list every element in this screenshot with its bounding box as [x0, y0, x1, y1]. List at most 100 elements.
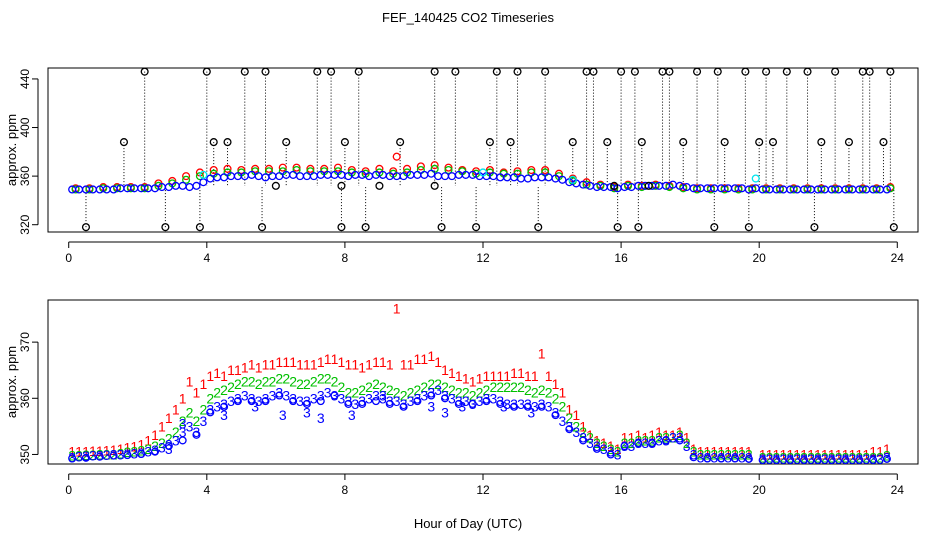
data-point-green: 2 — [738, 446, 746, 462]
data-point-blue: 3 — [279, 407, 287, 423]
data-point-green: 2 — [821, 449, 829, 465]
data-point-green: 2 — [607, 441, 615, 457]
data-point-blue — [523, 402, 532, 411]
data-point-red: 1 — [338, 354, 346, 370]
data-point-black — [354, 67, 363, 76]
data-point-blue — [827, 456, 836, 465]
data-point-green: 2 — [545, 385, 553, 401]
data-point-red: 1 — [697, 444, 705, 460]
data-point-blue — [447, 172, 456, 181]
data-point-black — [513, 67, 522, 76]
data-point-red: 1 — [75, 444, 83, 460]
data-point-blue — [869, 456, 878, 465]
data-point-red: 1 — [310, 357, 318, 373]
data-point-green: 2 — [614, 444, 622, 460]
data-point-green: 2 — [655, 430, 663, 446]
data-point-blue — [434, 172, 443, 181]
data-point-green: 2 — [372, 376, 380, 392]
data-point-black — [865, 67, 874, 76]
data-point-blue: 3 — [545, 399, 553, 415]
data-point-blue: 3 — [220, 407, 228, 423]
data-point-green: 2 — [724, 446, 732, 462]
data-point-black — [223, 138, 232, 147]
data-point-black — [817, 138, 826, 147]
data-point-red: 1 — [786, 446, 794, 462]
data-point-blue — [137, 449, 146, 458]
data-point-green — [886, 184, 895, 193]
data-point-red: 1 — [883, 441, 891, 457]
data-point-green: 2 — [179, 413, 187, 429]
top-y-axis-label: approx. ppm — [4, 114, 19, 186]
data-point-green: 2 — [586, 430, 594, 446]
data-point-green: 2 — [427, 376, 435, 392]
data-point-black — [396, 138, 405, 147]
data-point-blue: 3 — [227, 393, 235, 409]
data-point-blue — [772, 456, 781, 465]
data-point-blue: 3 — [842, 451, 850, 467]
data-point-blue: 3 — [704, 449, 712, 465]
data-point-blue: 3 — [372, 387, 380, 403]
data-point-green: 2 — [234, 376, 242, 392]
data-point-black — [327, 67, 336, 76]
x-tick-label: 12 — [476, 251, 490, 265]
data-point-green: 2 — [144, 441, 152, 457]
data-point-green: 2 — [220, 382, 228, 398]
data-point-green: 2 — [275, 371, 283, 387]
data-point-black — [119, 138, 129, 147]
data-point-green: 2 — [434, 376, 442, 392]
data-point-red: 1 — [607, 438, 615, 454]
data-point-green: 2 — [241, 373, 249, 389]
data-point-blue — [123, 450, 132, 460]
data-point-red: 1 — [165, 410, 173, 426]
data-point-red: 1 — [683, 430, 691, 446]
x-tick-label: 24 — [891, 483, 905, 497]
data-point-red: 1 — [220, 368, 228, 384]
data-point-black — [161, 223, 170, 232]
data-point-blue — [544, 173, 553, 182]
data-point-green: 2 — [441, 379, 449, 395]
data-point-red: 1 — [800, 446, 808, 462]
data-point-green: 2 — [835, 449, 843, 465]
data-point-black — [430, 67, 439, 76]
data-point-blue: 3 — [144, 444, 152, 460]
data-point-red — [237, 165, 246, 175]
data-point-green: 2 — [344, 385, 352, 401]
data-point-green: 2 — [296, 376, 304, 392]
data-point-blue: 3 — [458, 399, 466, 415]
data-point-blue — [703, 454, 712, 463]
data-point-black — [534, 223, 543, 232]
data-point-blue — [454, 399, 463, 408]
data-point-black — [889, 223, 898, 232]
data-point-blue — [316, 397, 325, 406]
data-point-blue: 3 — [441, 404, 449, 420]
data-point-red: 1 — [731, 444, 739, 460]
data-point-blue — [275, 172, 284, 181]
data-point-blue: 3 — [110, 446, 118, 462]
data-point-red: 1 — [213, 365, 221, 381]
data-point-red: 1 — [849, 446, 857, 462]
data-point-green — [610, 184, 619, 193]
data-point-blue: 3 — [738, 449, 746, 465]
data-point-blue: 3 — [179, 416, 187, 432]
data-point-red: 1 — [614, 441, 622, 457]
data-point-blue: 3 — [600, 441, 608, 457]
data-point-green: 2 — [503, 379, 511, 395]
data-point-blue: 3 — [324, 385, 332, 401]
data-point-black — [271, 181, 280, 190]
data-point-green: 2 — [331, 373, 339, 389]
data-point-blue: 3 — [855, 451, 863, 467]
data-point-black — [710, 223, 719, 232]
data-point-red: 1 — [448, 365, 456, 381]
data-point-blue — [420, 170, 429, 179]
data-point-blue: 3 — [883, 449, 891, 465]
data-point-black — [755, 138, 764, 147]
data-point-blue: 3 — [130, 445, 138, 461]
data-point-red: 1 — [303, 357, 311, 373]
data-point-green: 2 — [524, 382, 532, 398]
data-point-green: 2 — [282, 371, 290, 387]
data-point-green: 2 — [531, 385, 539, 401]
data-point-green — [858, 185, 867, 194]
data-point-red: 1 — [552, 376, 560, 392]
data-point-blue: 3 — [828, 451, 836, 467]
data-point-red: 1 — [793, 446, 801, 462]
